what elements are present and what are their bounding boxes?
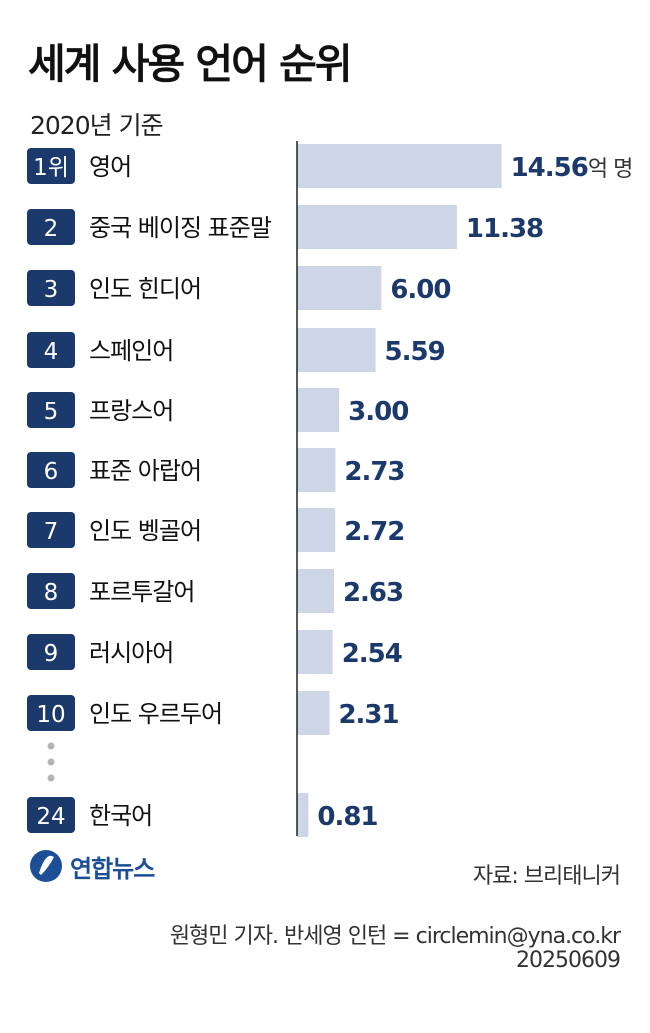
bar	[297, 448, 336, 492]
rank-label: 5	[44, 399, 59, 425]
rank-badge	[27, 209, 75, 245]
bar	[297, 328, 376, 372]
value-label: 11.38	[466, 214, 543, 244]
value-label: 14.56억 명	[511, 153, 633, 183]
rank-label: 24	[36, 804, 65, 830]
rank-badge	[27, 270, 75, 306]
chart-subtitle: 2020년 기준	[30, 111, 164, 140]
rank-label: 9	[44, 641, 59, 667]
category-label: 중국 베이징 표준말	[89, 214, 272, 242]
bar	[297, 793, 309, 837]
category-label: 인도 우르두어	[89, 700, 222, 728]
logo-text: 연합뉴스	[70, 854, 155, 883]
ellipsis-dot	[47, 774, 55, 782]
rank-label: 7	[44, 519, 59, 545]
yonhap-logo: 연합뉴스	[28, 848, 155, 884]
category-label: 한국어	[89, 802, 152, 830]
category-label: 스페인어	[89, 337, 173, 365]
value-label: 2.31	[338, 700, 398, 730]
value-label: 5.59	[385, 337, 445, 367]
bar	[297, 205, 457, 249]
category-label: 러시아어	[89, 639, 173, 667]
rank-label: 4	[44, 339, 59, 365]
rank-label: 1위	[33, 155, 69, 181]
source-text: 자료: 브리태니커	[472, 864, 621, 889]
rank-label: 6	[44, 459, 59, 485]
rank-badge	[27, 797, 75, 833]
rank-badge	[27, 695, 75, 731]
value-label: 2.54	[342, 639, 402, 669]
bar-chart: 1위 영어 14.56억 명 2 중국 베이징 표준말 11.38 3 인도 힌디어 6.00 4…	[27, 141, 633, 837]
value-label: 0.81	[317, 802, 377, 832]
rank-badge	[27, 512, 75, 548]
rank-badge	[27, 452, 75, 488]
bar	[297, 508, 336, 552]
credit-text: 원형민 기자. 반세영 인턴 = circlemin@yna.co.kr	[169, 924, 621, 949]
rank-label: 10	[36, 702, 65, 728]
rank-badge	[27, 573, 75, 609]
rank-badge	[27, 392, 75, 428]
rank-label: 2	[44, 216, 59, 242]
rank-label: 3	[44, 277, 59, 303]
rank-badge	[27, 332, 75, 368]
category-label: 인도 힌디어	[89, 275, 201, 303]
bar	[297, 266, 382, 310]
rank-badge	[27, 634, 75, 670]
category-label: 포르투갈어	[89, 578, 194, 606]
bar	[297, 388, 340, 432]
unit-label: 억 명	[588, 157, 632, 182]
rank-badge	[27, 148, 75, 184]
category-label: 프랑스어	[89, 397, 173, 425]
value-label: 2.63	[343, 578, 403, 608]
ellipsis-dot	[47, 742, 55, 750]
ellipsis-dot	[47, 758, 55, 766]
rank-label: 8	[44, 580, 59, 606]
value-label: 3.00	[348, 397, 408, 427]
bar	[297, 144, 502, 188]
chart-title: 세계 사용 언어 순위	[28, 40, 353, 88]
category-label: 표준 아랍어	[89, 457, 201, 485]
bar	[297, 569, 334, 613]
category-label: 영어	[89, 153, 131, 181]
date-text: 20250609	[516, 948, 621, 973]
yonhap-logo-icon	[30, 850, 62, 882]
category-label: 인도 벵골어	[89, 517, 201, 545]
bar	[297, 630, 333, 674]
value-label: 2.72	[344, 517, 404, 547]
bar	[297, 691, 330, 735]
value-label: 6.00	[390, 275, 450, 305]
value-label: 2.73	[344, 457, 404, 487]
